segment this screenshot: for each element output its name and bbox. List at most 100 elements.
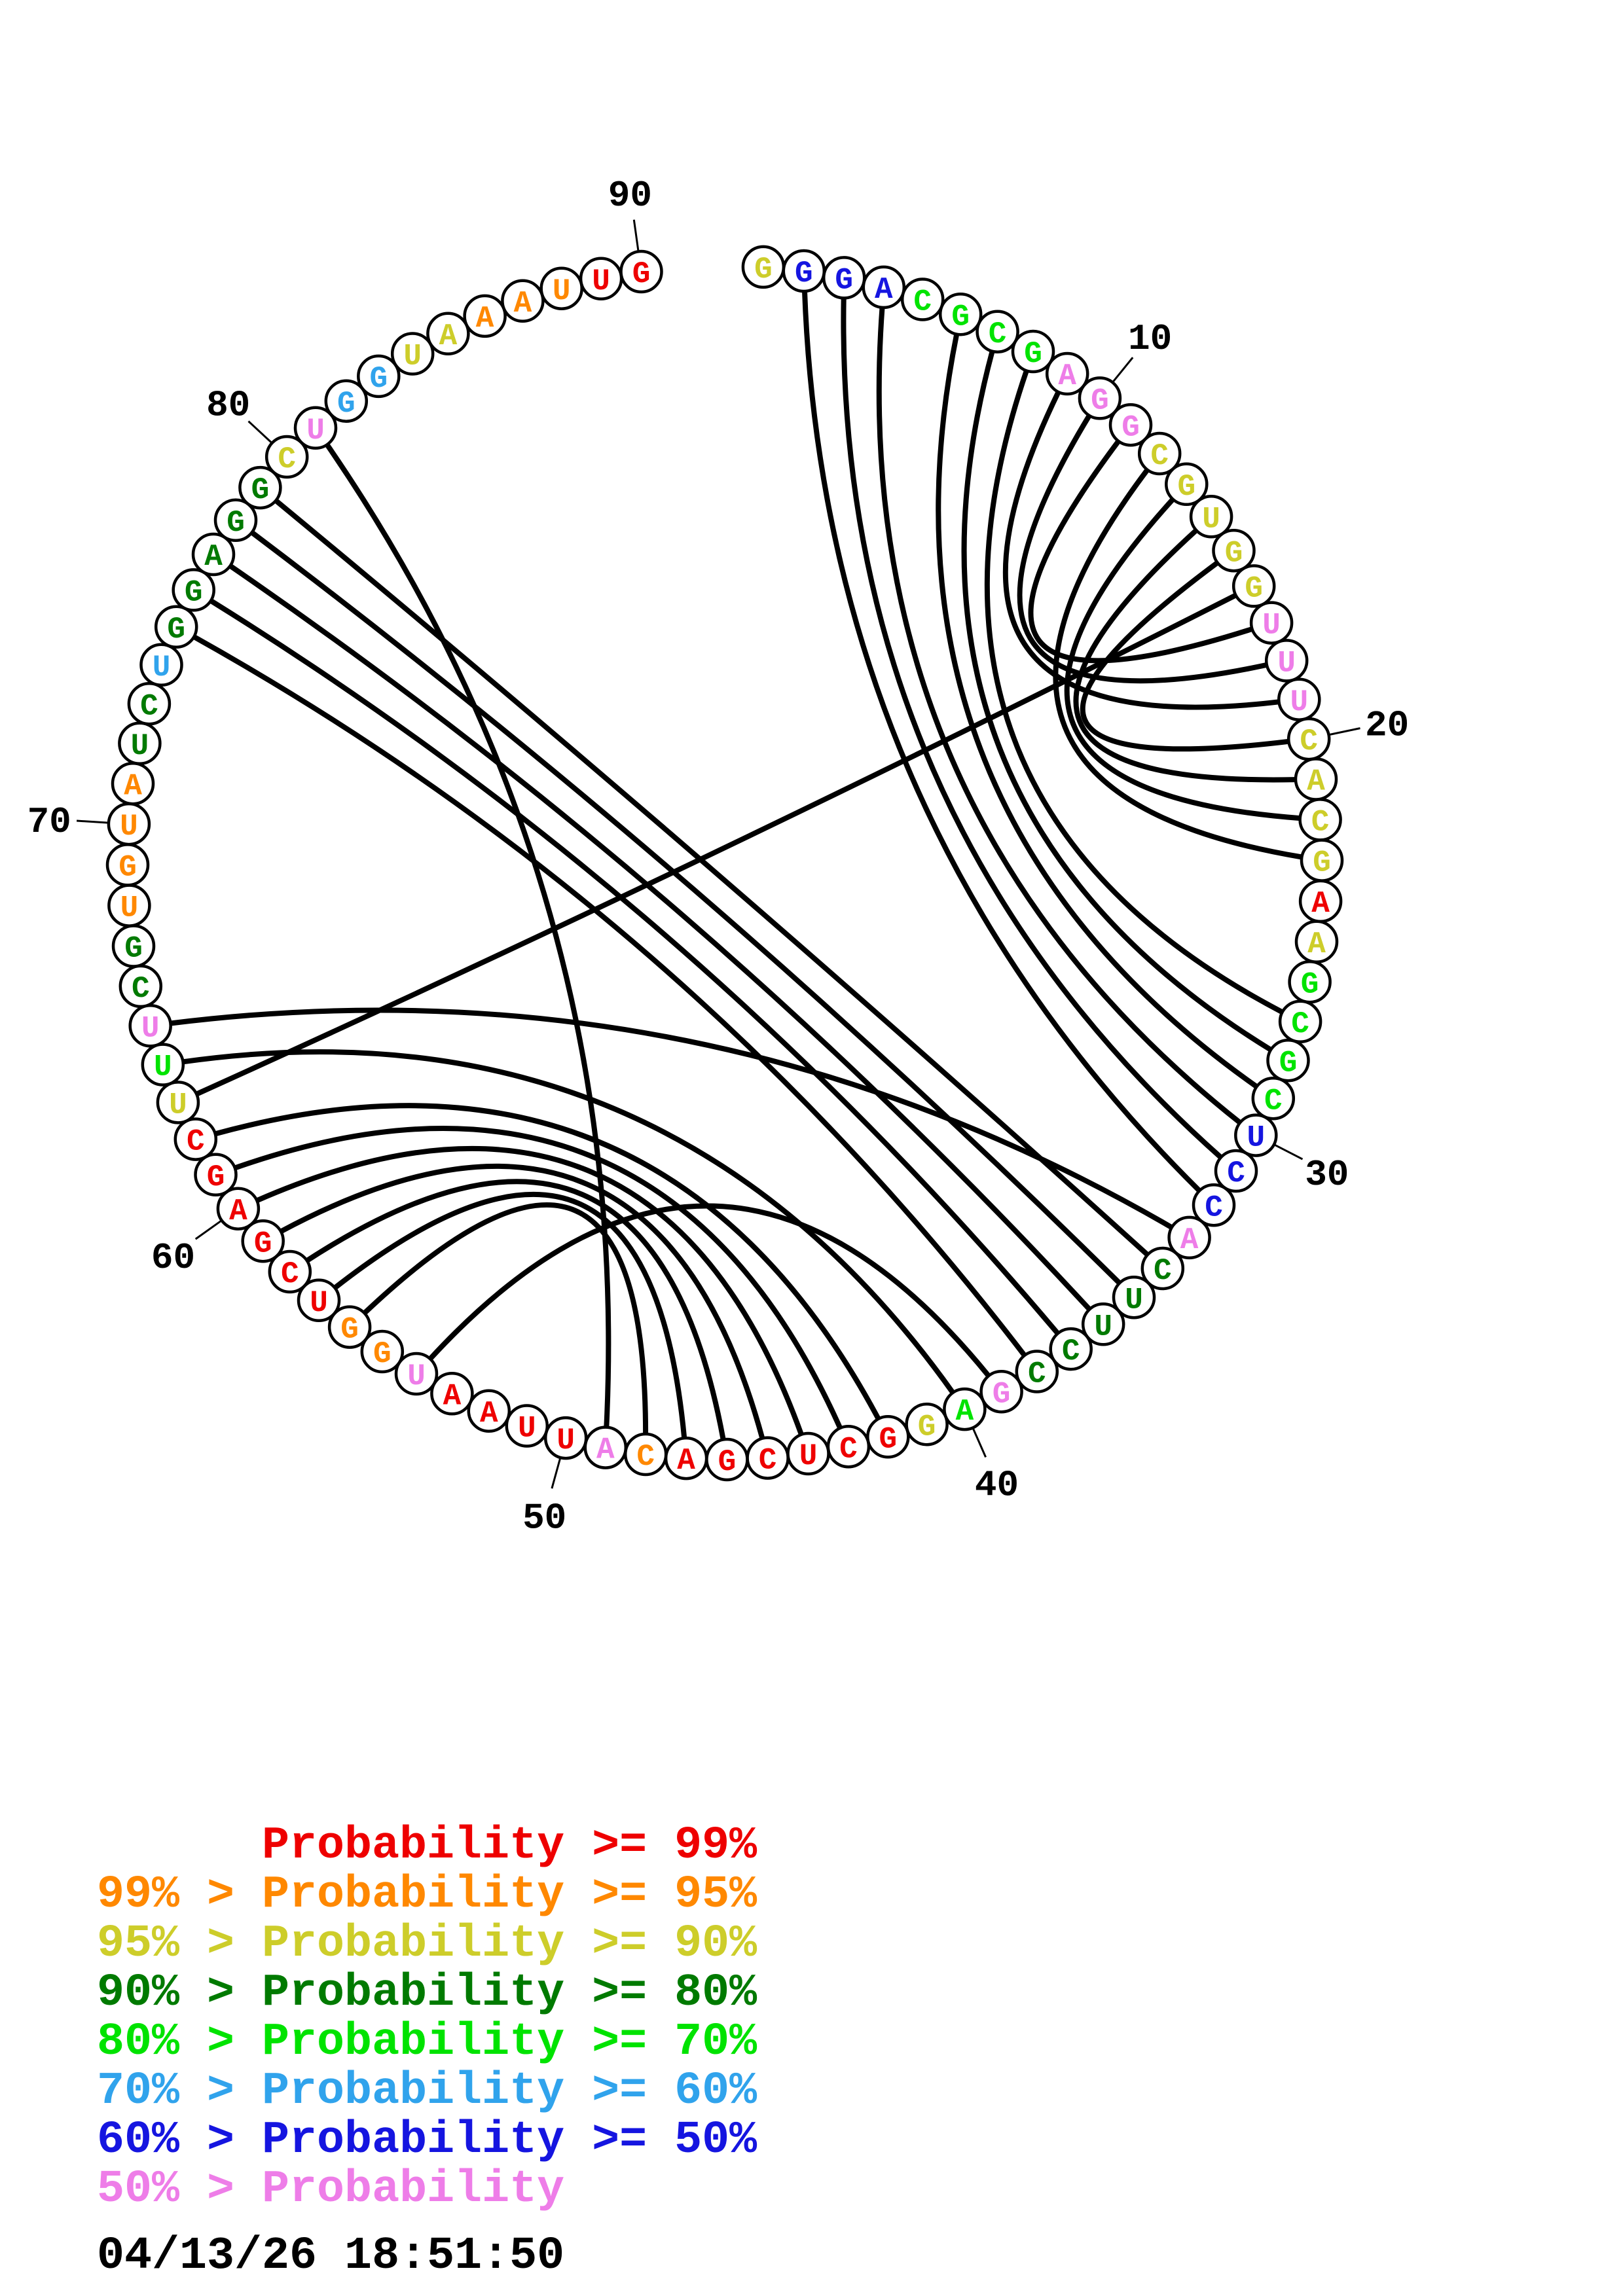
nucleotide-base-41: G	[918, 1410, 936, 1444]
nucleotide-circle-16	[1231, 564, 1276, 608]
nucleotide-circle-32	[1192, 1183, 1236, 1227]
pair-arc-45-59	[278, 1163, 765, 1441]
nucleotide-circle-40	[943, 1387, 987, 1431]
legend-line-p95: 99% > Probability >= 95%	[97, 1869, 757, 1921]
nucleotide-circle-75	[154, 605, 198, 649]
nucleotide-base-75: G	[167, 613, 185, 647]
pair-arc-33-65	[168, 1007, 1175, 1230]
nucleotide-circle-10	[1078, 376, 1122, 420]
nucleotide-base-65: U	[141, 1011, 160, 1045]
nucleotide-circle-87	[501, 279, 545, 323]
nucleotide-circle-18	[1264, 639, 1309, 683]
nucleotide-circle-80	[264, 435, 309, 479]
nucleotide-base-24: A	[1311, 887, 1330, 921]
position-leader-30	[1275, 1144, 1304, 1160]
nucleotide-base-14: U	[1202, 502, 1220, 536]
nucleotide-circle-4	[862, 265, 906, 310]
legend-line-p80: 90% > Probability >= 80%	[97, 1967, 757, 2019]
nucleotide-base-12: C	[1150, 439, 1169, 473]
nucleotide-base-32: C	[1205, 1191, 1223, 1225]
pair-arc-12-23	[1053, 467, 1305, 860]
nucleotide-base-47: A	[677, 1444, 695, 1478]
nucleotide-base-42: G	[879, 1422, 897, 1456]
position-leader-20	[1330, 727, 1360, 736]
nucleotide-base-58: C	[281, 1257, 299, 1291]
nucleotide-base-62: C	[187, 1125, 205, 1159]
position-leader-80	[247, 420, 272, 443]
position-label-10: 10	[1128, 318, 1172, 360]
pair-arc-37-76	[208, 598, 1061, 1336]
position-label-80: 80	[206, 385, 250, 427]
nucleotide-circle-28	[1266, 1038, 1310, 1083]
legend-line-p60: 70% > Probability >= 60%	[97, 2066, 757, 2117]
position-label-30: 30	[1305, 1154, 1349, 1196]
nucleotide-circle-29	[1251, 1076, 1296, 1121]
nucleotide-base-53: A	[443, 1379, 462, 1413]
nucleotide-base-43: C	[839, 1432, 858, 1466]
nucleotide-base-80: C	[278, 442, 296, 476]
nucleotide-circle-38	[1015, 1350, 1059, 1393]
nucleotide-base-5: C	[913, 285, 932, 319]
nucleotide-circle-13	[1165, 462, 1209, 507]
pair-arc-3-31	[841, 295, 1224, 1160]
nucleotide-base-83: G	[369, 362, 388, 396]
nucleotide-circle-86	[463, 294, 507, 338]
pair-arc-42-62	[212, 1103, 881, 1422]
nucleotide-base-37: C	[1062, 1335, 1080, 1369]
nucleotide-circle-83	[357, 354, 401, 399]
nucleotide-circle-63	[156, 1081, 200, 1124]
nucleotide-base-29: C	[1264, 1084, 1283, 1118]
nucleotide-base-2: G	[795, 257, 813, 291]
nucleotide-base-19: U	[1290, 685, 1308, 719]
nucleotide-base-90: G	[632, 257, 651, 291]
nucleotide-circle-56	[327, 1305, 372, 1349]
pair-arc-48-56	[361, 1202, 649, 1437]
nucleotide-base-59: G	[254, 1227, 272, 1261]
pair-arc-10-18	[1017, 412, 1269, 684]
nucleotide-circle-12	[1137, 431, 1182, 476]
nucleotide-base-54: U	[407, 1359, 426, 1393]
nucleotide-base-3: G	[835, 264, 853, 298]
legend-line-p99: Probability >= 99%	[262, 1820, 757, 1872]
position-leader-60	[194, 1220, 221, 1240]
nucleotide-circle-76	[172, 568, 215, 612]
nucleotide-base-86: A	[476, 302, 494, 336]
nucleotide-base-76: G	[185, 576, 203, 610]
nucleotide-circles: G G G A C GCGAGGCGUGGUUUCACGAAGCGCUCCACUUCCGA…	[105, 245, 1344, 1482]
nucleotide-base-23: G	[1313, 846, 1331, 880]
nucleotide-base-7: C	[989, 317, 1007, 351]
position-label-50: 50	[522, 1497, 566, 1539]
nucleotide-base-18: U	[1277, 647, 1296, 681]
nucleotide-circle-57	[297, 1278, 341, 1323]
nucleotide-base-39: G	[993, 1377, 1011, 1411]
pair-arc-7-28	[961, 348, 1274, 1052]
nucleotide-base-30: U	[1247, 1121, 1265, 1155]
nucleotide-base-84: U	[403, 340, 422, 374]
nucleotide-circle-78	[213, 498, 258, 543]
probability-legend: Probability >= 99%99% > Probability >= 9…	[97, 1820, 757, 2215]
nucleotide-circle-34	[1140, 1246, 1185, 1291]
pair-arc-46-58	[304, 1179, 726, 1443]
nucleotide-base-13: G	[1177, 470, 1195, 504]
nucleotide-base-20: C	[1300, 725, 1318, 759]
nucleotide-base-57: U	[310, 1286, 328, 1320]
nucleotide-circle-33	[1167, 1215, 1211, 1260]
nucleotide-base-8: G	[1024, 337, 1042, 371]
nucleotide-circle-73	[127, 681, 172, 726]
pair-arc-49-81	[324, 442, 611, 1430]
nucleotide-base-79: G	[251, 473, 270, 507]
nucleotide-circle-27	[1278, 999, 1322, 1044]
nucleotide-circle-55	[360, 1329, 405, 1374]
nucleotide-base-40: A	[956, 1395, 974, 1429]
pair-arc-14-21	[1073, 528, 1298, 783]
nucleotide-circle-74	[139, 643, 183, 687]
position-label-90: 90	[608, 175, 652, 217]
nucleotide-circle-17	[1249, 601, 1294, 645]
pair-arc-15-20	[1080, 560, 1292, 752]
nucleotide-base-51: U	[518, 1412, 536, 1446]
pair-arc-11-17	[1028, 439, 1255, 664]
nucleotide-base-87: A	[514, 287, 532, 321]
nucleotide-circle-85	[426, 312, 470, 356]
